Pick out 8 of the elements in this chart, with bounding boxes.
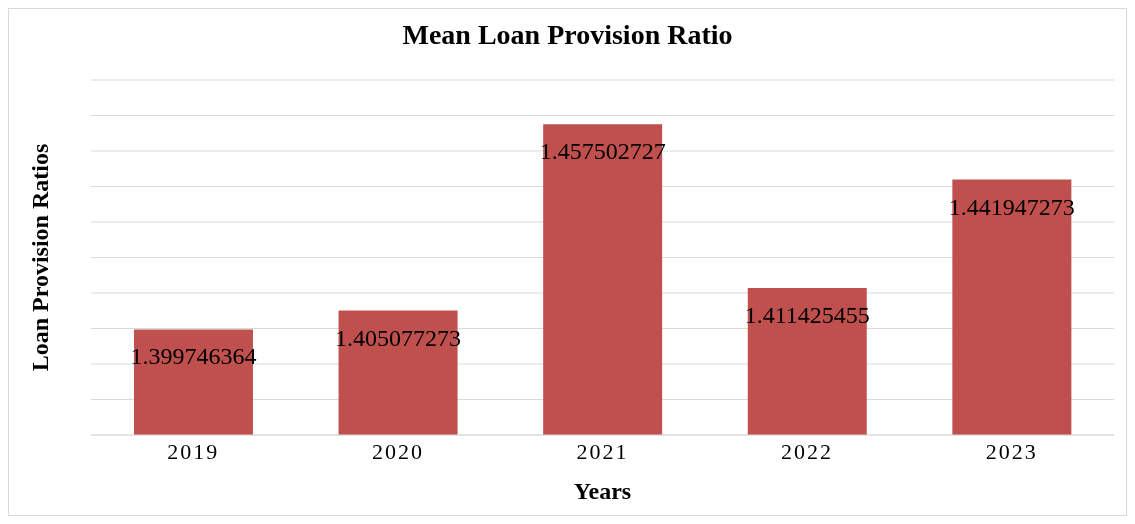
chart-title: Mean Loan Provision Ratio xyxy=(401,19,734,52)
x-axis-title: Years xyxy=(573,478,632,504)
x-tick-label: 2019 xyxy=(167,438,220,464)
x-tick-label: 2023 xyxy=(985,438,1038,464)
x-tick-label: 2022 xyxy=(781,438,834,464)
x-tick-label: 2020 xyxy=(371,438,424,464)
x-tick-label: 2021 xyxy=(576,438,629,464)
y-axis-title: Loan Provision Ratios xyxy=(26,143,53,372)
